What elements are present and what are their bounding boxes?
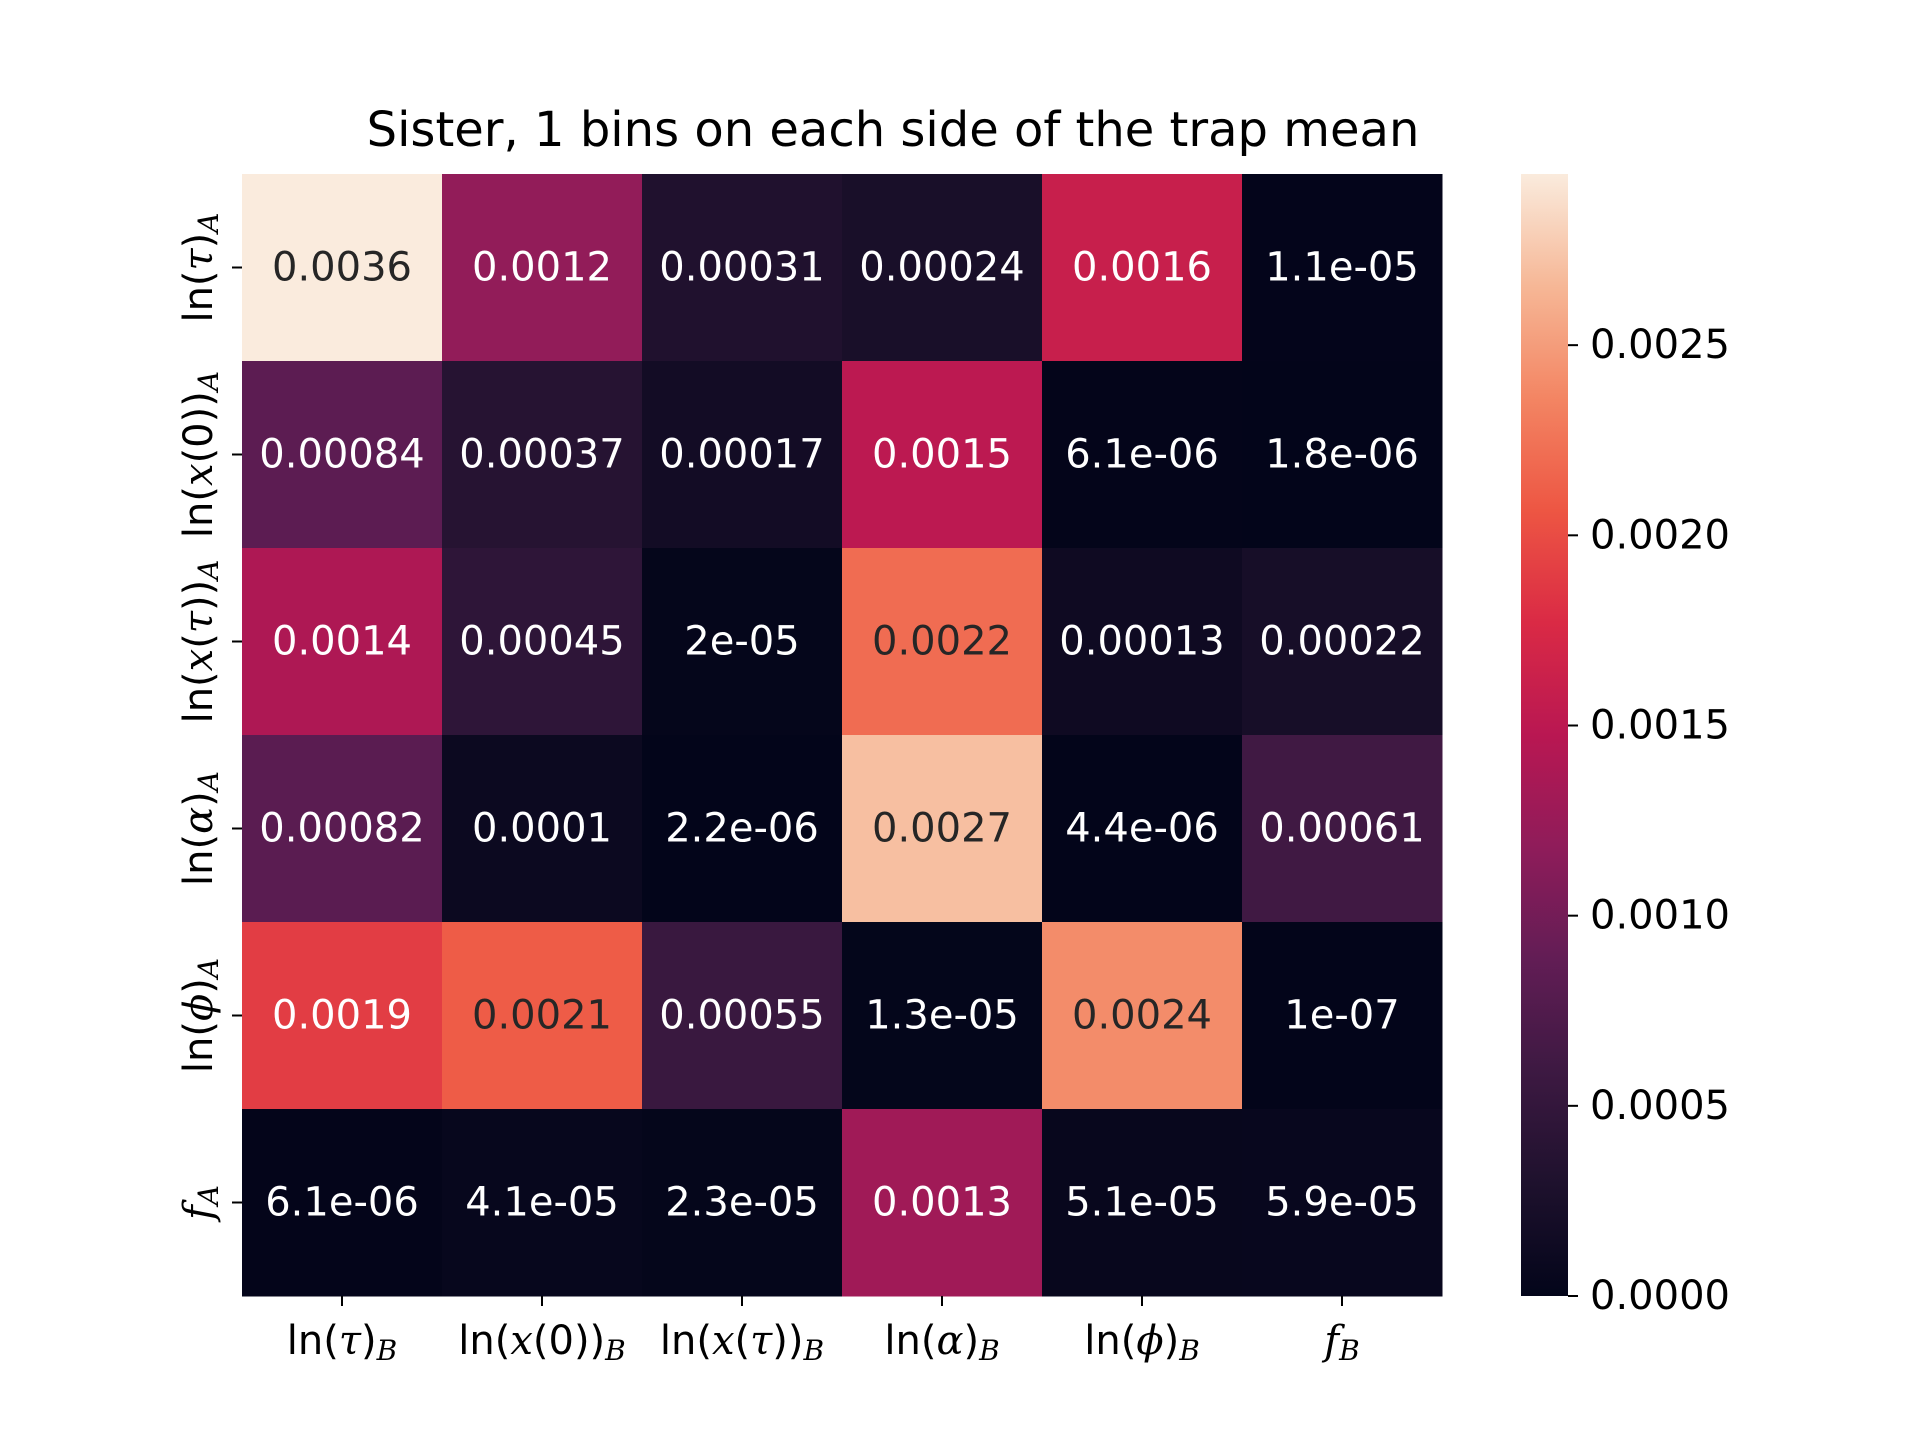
cell-annotation: 0.0012: [472, 245, 612, 291]
cell-annotation: 0.0001: [472, 806, 612, 852]
x-axis: ln(τ)B ln(x(0))B ln(x(τ))B ln(α)B ln(ϕ)B fB: [287, 1296, 1360, 1367]
cell-annotation: 1.3e-05: [865, 993, 1019, 1039]
heatmap-cell: [242, 922, 443, 1110]
heatmap-cell: [642, 922, 843, 1110]
heatmap-cell: [1042, 735, 1243, 923]
cell-annotations: 0.0036 0.0012 0.00031 0.00024 0.0016 1.1e-05 0…: [259, 245, 1424, 1226]
colorbar-axis: 0.0000 0.0005 0.0010 0.0015 0.0020 0.0025: [1568, 322, 1730, 1319]
cell-annotation: 2.2e-06: [665, 806, 819, 852]
cell-annotation: 4.1e-05: [465, 1180, 619, 1226]
colorbar-tick-label: 0.0000: [1590, 1273, 1730, 1319]
heatmap-cell: [642, 1109, 843, 1297]
cell-annotation: 4.4e-06: [1065, 806, 1219, 852]
cell-annotation: 0.0019: [272, 993, 412, 1039]
heatmap-cell: [842, 174, 1043, 362]
cell-annotation: 0.00045: [459, 619, 624, 665]
y-tick-label: fA: [176, 1185, 225, 1223]
cell-annotation: 0.0022: [872, 619, 1012, 665]
colorbar-tick-label: 0.0005: [1590, 1083, 1730, 1129]
x-tick-label: ln(x(0))B: [458, 1318, 625, 1367]
cell-annotation: 0.0027: [872, 806, 1012, 852]
heatmap-cell: [842, 361, 1043, 549]
cell-annotation: 0.0036: [272, 245, 412, 291]
cell-annotation: 0.0013: [872, 1180, 1012, 1226]
cell-annotation: 0.00084: [259, 432, 424, 478]
heatmap-cell: [642, 548, 843, 736]
cell-annotation: 0.00024: [859, 245, 1024, 291]
heatmap-cell: [642, 174, 843, 362]
cell-annotation: 6.1e-06: [265, 1180, 419, 1226]
heatmap-cell: [842, 1109, 1043, 1297]
heatmap-cell: [1042, 174, 1243, 362]
heatmap-cell: [1242, 1109, 1443, 1297]
cell-annotation: 0.0014: [272, 619, 412, 665]
cell-annotation: 5.1e-05: [1065, 1180, 1219, 1226]
heatmap-cell: [1242, 548, 1443, 736]
y-tick-label: ln(x(0))A: [176, 371, 225, 538]
heatmap-cell: [842, 922, 1043, 1110]
heatmap-cell: [1242, 361, 1443, 549]
heatmap-cell: [242, 735, 443, 923]
cell-annotation: 0.00082: [259, 806, 424, 852]
heatmap-cell: [1242, 735, 1443, 923]
cell-annotation: 0.00022: [1259, 619, 1424, 665]
colorbar-tick-label: 0.0025: [1590, 322, 1730, 368]
cell-annotation: 5.9e-05: [1265, 1180, 1419, 1226]
heatmap-cell: [642, 735, 843, 923]
cell-annotation: 0.0024: [1072, 993, 1212, 1039]
heatmap-cell: [242, 548, 443, 736]
y-tick-label: ln(x(τ))A: [176, 560, 225, 724]
heatmap-cell: [1042, 361, 1243, 549]
heatmap-cell: [642, 361, 843, 549]
heatmap-cell: [442, 1109, 643, 1297]
cell-annotation: 0.00013: [1059, 619, 1224, 665]
heatmap-cell: [442, 922, 643, 1110]
x-tick-label: ln(τ)B: [287, 1318, 397, 1367]
colorbar-tick-label: 0.0020: [1590, 512, 1730, 558]
cell-annotation: 1e-07: [1284, 993, 1399, 1039]
heatmap-cell: [842, 735, 1043, 923]
heatmap-cell: [442, 735, 643, 923]
colorbar-tick-label: 0.0010: [1590, 893, 1730, 939]
x-tick-label: ln(x(τ))B: [660, 1318, 824, 1367]
cell-annotation: 0.00055: [659, 993, 824, 1039]
heatmap-cell: [242, 174, 443, 362]
x-tick-label: ln(α)B: [884, 1318, 999, 1367]
heatmap-cell: [242, 361, 443, 549]
heatmap-cell: [1042, 1109, 1243, 1297]
x-tick-label: fB: [1321, 1318, 1359, 1367]
cell-annotation: 1.8e-06: [1265, 432, 1419, 478]
cell-annotation: 0.0015: [872, 432, 1012, 478]
cell-annotation: 6.1e-06: [1065, 432, 1219, 478]
cell-annotation: 1.1e-05: [1265, 245, 1419, 291]
heatmap-cell: [1042, 922, 1243, 1110]
y-tick-label: ln(τ)A: [176, 212, 225, 322]
heatmap-cell: [442, 174, 643, 362]
x-tick-label: ln(ϕ)B: [1084, 1318, 1200, 1367]
heatmap-cell: [442, 548, 643, 736]
cell-annotation: 0.0016: [1072, 245, 1212, 291]
chart-title: Sister, 1 bins on each side of the trap …: [367, 102, 1420, 158]
heatmap-cell: [1242, 174, 1443, 362]
cell-annotation: 0.00061: [1259, 806, 1424, 852]
colorbar: [1521, 174, 1568, 1296]
heatmap-cell: [442, 361, 643, 549]
cell-annotation: 0.00031: [659, 245, 824, 291]
y-axis: ln(τ)A ln(x(0))A ln(x(τ))A ln(α)A ln(ϕ)A fA: [176, 212, 242, 1223]
colorbar-tick-label: 0.0015: [1590, 702, 1730, 748]
heatmap-cell: [1042, 548, 1243, 736]
heatmap-cell: [1242, 922, 1443, 1110]
cell-annotation: 0.0021: [472, 993, 612, 1039]
y-tick-label: ln(α)A: [176, 771, 225, 886]
heatmap-cells: [242, 174, 1443, 1297]
heatmap-cell: [242, 1109, 443, 1297]
heatmap-cell: [842, 548, 1043, 736]
cell-annotation: 2e-05: [684, 619, 799, 665]
cell-annotation: 0.00037: [459, 432, 624, 478]
y-tick-label: ln(ϕ)A: [176, 958, 225, 1073]
cell-annotation: 0.00017: [659, 432, 824, 478]
cell-annotation: 2.3e-05: [665, 1180, 819, 1226]
